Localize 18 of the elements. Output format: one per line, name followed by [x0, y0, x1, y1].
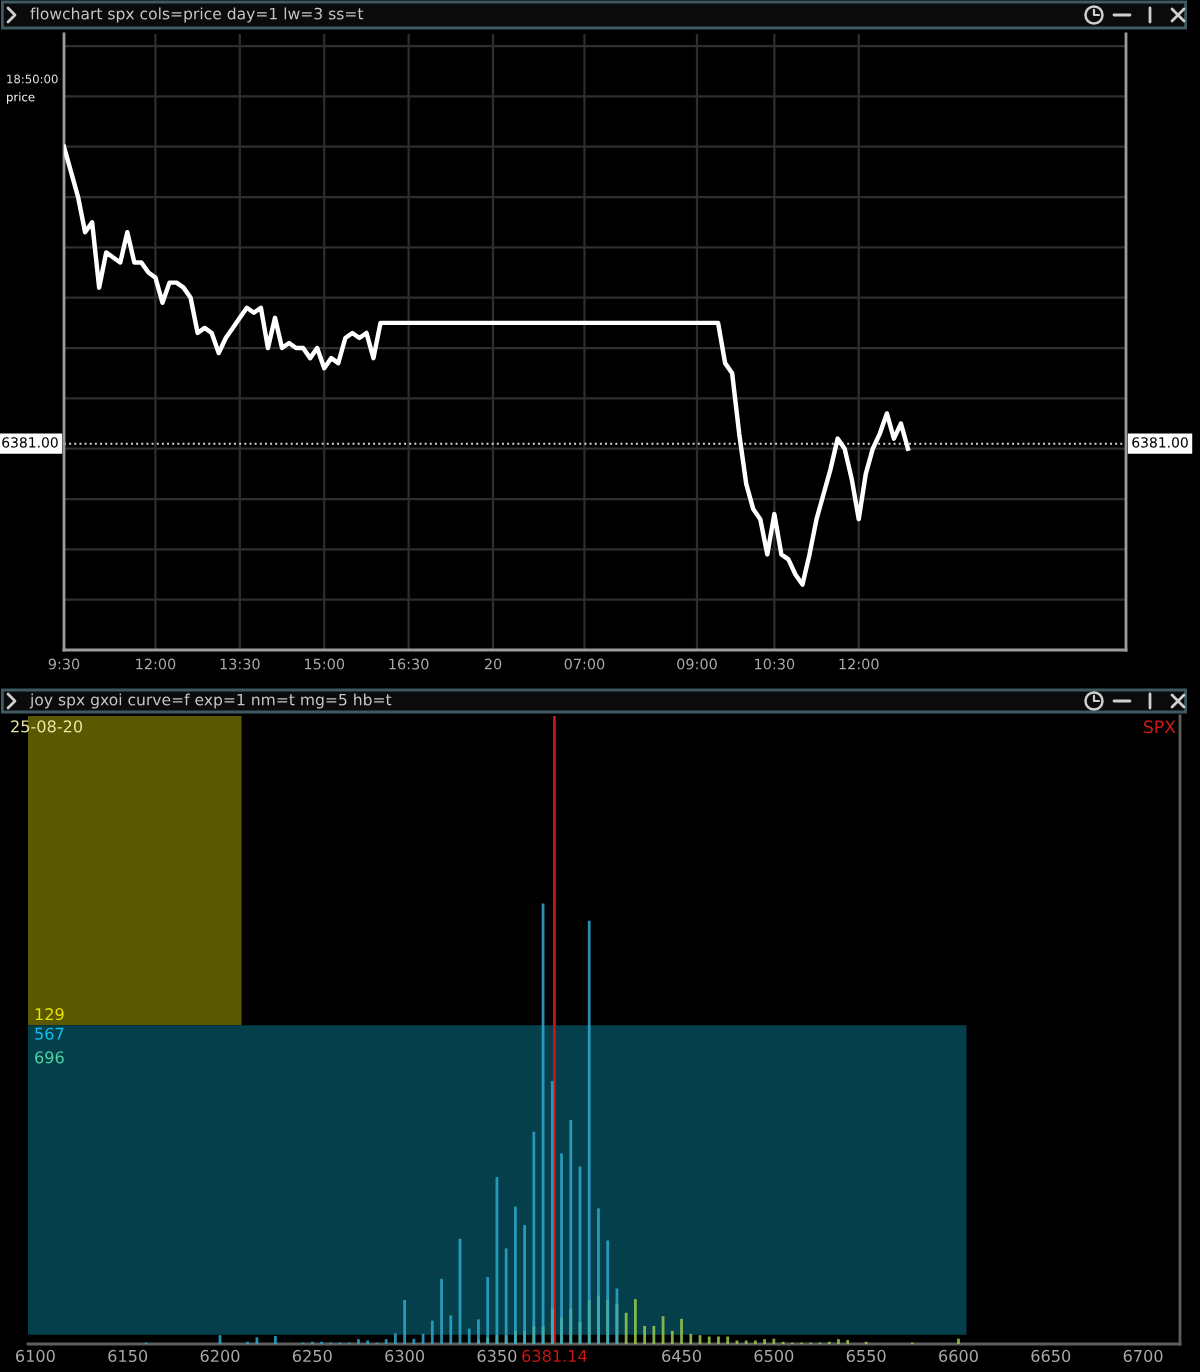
x-tick-label: 6200	[200, 1349, 240, 1363]
x-tick-label: 6100	[16, 1349, 55, 1363]
x-tick-label: 6350	[477, 1349, 517, 1363]
ref-line-label: 6381.14	[522, 1349, 587, 1363]
x-tick-label: 6150	[108, 1349, 148, 1363]
x-tick-label: 6500	[754, 1349, 794, 1363]
x-tick-label: 6700	[1123, 1349, 1163, 1363]
data-label: 129	[35, 1008, 64, 1021]
text: 25-08-20	[11, 720, 83, 733]
x-tick-label: 6300	[385, 1349, 425, 1363]
x-tick-label: 6600	[939, 1349, 978, 1363]
text: SPX	[1144, 720, 1176, 734]
x-tick-label: 6450	[662, 1349, 701, 1363]
x-tick-label: 6650	[1031, 1349, 1071, 1363]
data-label: 567	[35, 1027, 64, 1040]
annotation: 696	[35, 1051, 64, 1064]
x-tick-label: 6550	[846, 1349, 886, 1363]
x-tick-label: 6250	[292, 1349, 332, 1363]
